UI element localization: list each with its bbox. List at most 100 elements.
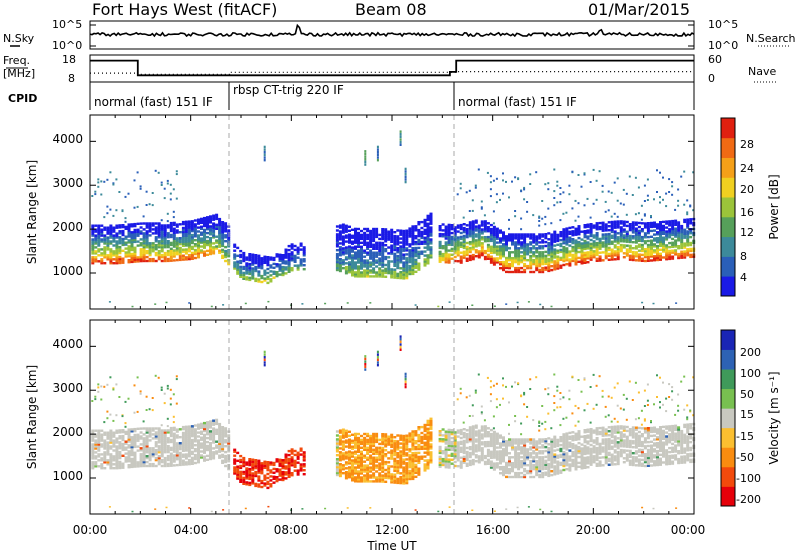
power-cell — [535, 251, 539, 254]
power-cell — [677, 225, 681, 228]
power-cell — [251, 257, 255, 260]
power-cell — [483, 238, 487, 241]
velocity-cell — [341, 466, 345, 469]
power-cell — [468, 210, 471, 212]
power-cell — [665, 252, 669, 255]
power-cell — [148, 251, 152, 255]
velocity-cell — [91, 445, 95, 448]
power-cell — [486, 245, 490, 249]
power-cell — [390, 228, 394, 232]
power-cell — [547, 246, 551, 249]
velocity-cell — [221, 453, 225, 457]
power-cell — [444, 243, 448, 246]
power-cell — [508, 255, 511, 258]
velocity-cell — [384, 472, 388, 476]
power-cell — [166, 245, 170, 249]
power-cell — [650, 255, 653, 258]
power-cell — [254, 260, 258, 263]
velocity-cell — [127, 446, 131, 449]
velocity-cell — [341, 456, 345, 459]
power-cell — [393, 258, 397, 261]
power-cell — [453, 251, 457, 255]
velocity-cell — [206, 448, 209, 452]
power-cell — [142, 222, 146, 225]
velocity-cell — [224, 458, 228, 462]
power-cell — [293, 260, 297, 263]
power-cell — [520, 251, 524, 254]
power-cell — [157, 228, 161, 231]
power-cell — [483, 214, 486, 217]
power-cell — [568, 232, 572, 235]
power-cell — [604, 225, 608, 228]
velocity-cell — [190, 458, 194, 461]
power-cell — [637, 245, 641, 248]
velocity-cell — [408, 464, 412, 467]
velocity-cell — [468, 451, 472, 455]
power-cell — [468, 233, 472, 236]
power-cell — [160, 250, 164, 253]
power-cell — [387, 256, 391, 259]
power-cell — [97, 250, 101, 253]
velocity-cell — [257, 483, 261, 486]
power-cell — [692, 209, 695, 212]
power-cell — [197, 246, 200, 249]
power-cell — [103, 240, 107, 243]
power-cell — [595, 224, 599, 227]
power-cell — [586, 229, 590, 232]
power-cell — [616, 224, 620, 227]
power-cell — [450, 224, 454, 227]
velocity-cell — [233, 462, 237, 465]
power-cell — [462, 234, 466, 238]
velocity-cell — [399, 456, 403, 459]
power-cell — [136, 256, 140, 259]
velocity-cell — [112, 433, 116, 436]
power-cell — [526, 247, 530, 250]
power-cell — [384, 255, 388, 259]
power-cell — [103, 252, 107, 255]
power-cell — [376, 153, 379, 157]
power-cell — [477, 226, 481, 229]
velocity-cell — [456, 451, 460, 454]
power-cell — [544, 258, 548, 261]
power-cell — [671, 227, 675, 231]
power-cell — [674, 251, 678, 254]
velocity-cell — [423, 447, 427, 450]
power-cell — [405, 237, 409, 240]
velocity-cell — [335, 460, 339, 463]
velocity-cell — [103, 443, 107, 446]
power-cell — [245, 266, 249, 269]
velocity-cell — [393, 445, 397, 449]
velocity-cell — [166, 450, 170, 454]
velocity-cell — [335, 454, 339, 457]
power-cell — [514, 176, 517, 179]
velocity-cell — [127, 458, 131, 461]
velocity-cell — [142, 439, 146, 442]
velocity-cell — [187, 431, 191, 434]
power-cell — [568, 262, 572, 265]
power-cell — [390, 236, 394, 239]
power-cell — [547, 267, 551, 271]
power-cell — [622, 228, 626, 231]
power-cell — [148, 224, 152, 227]
velocity-cell — [91, 437, 95, 440]
power-cell — [381, 275, 385, 278]
velocity-cell — [166, 441, 170, 444]
velocity-cell — [91, 435, 95, 438]
velocity-cell — [335, 430, 339, 433]
power-cell — [338, 234, 342, 237]
power-cell — [656, 169, 658, 172]
power-cell — [136, 234, 140, 237]
velocity-cell — [142, 437, 146, 440]
power-cell — [221, 230, 225, 234]
power-cell — [154, 238, 158, 241]
velocity-cell — [187, 453, 191, 456]
power-cell — [163, 259, 167, 263]
velocity-cell — [118, 454, 122, 458]
power-cell — [378, 257, 382, 260]
power-cell — [589, 254, 593, 257]
velocity-cell — [166, 429, 170, 432]
velocity-cell — [378, 462, 382, 465]
velocity-cell — [169, 462, 173, 465]
velocity-cell — [145, 456, 149, 460]
power-cell — [643, 200, 646, 202]
